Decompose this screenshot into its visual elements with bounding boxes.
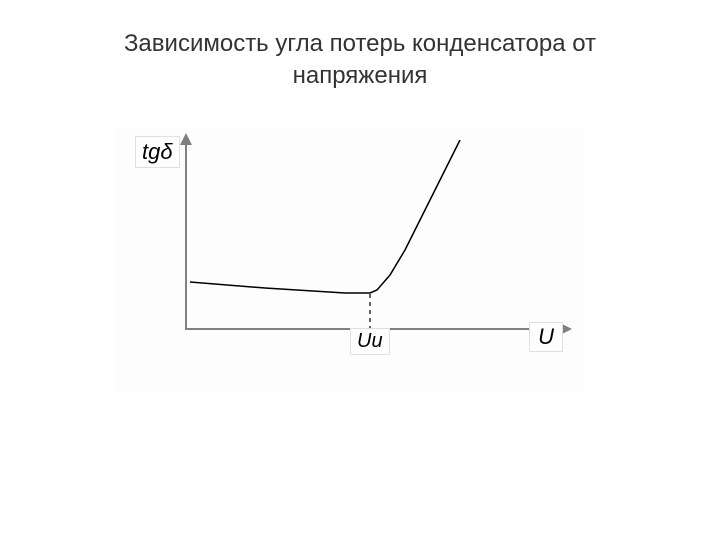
- curve-line: [190, 140, 460, 293]
- chart-area: tgδ U Uи: [115, 130, 585, 390]
- y-axis-label: tgδ: [135, 136, 180, 168]
- x-axis-label: U: [529, 322, 563, 352]
- title-line-2: напряжения: [293, 62, 428, 89]
- title-line-1: Зависимость угла потерь конденсатора от: [124, 30, 596, 57]
- page-title: Зависимость угла потерь конденсатора от …: [0, 0, 720, 93]
- x-tick-label: Uи: [350, 328, 390, 355]
